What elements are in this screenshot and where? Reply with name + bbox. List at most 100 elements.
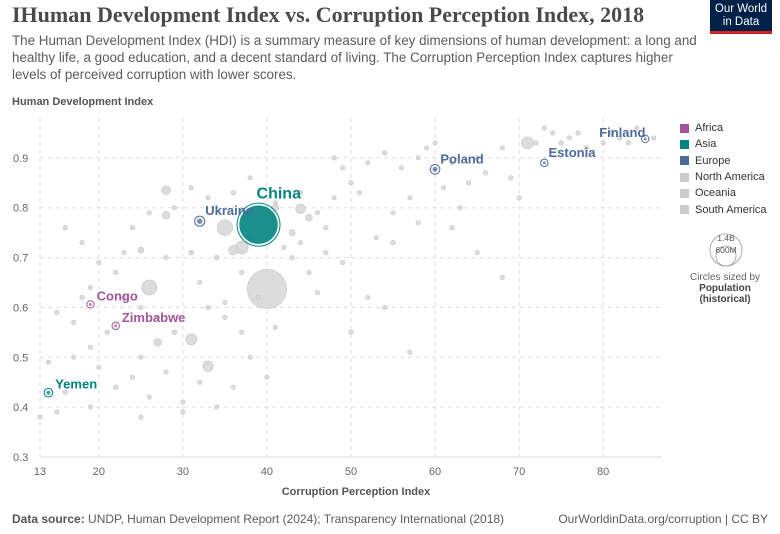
country-point bbox=[583, 145, 589, 151]
country-point bbox=[188, 185, 194, 191]
country-point bbox=[457, 205, 463, 211]
owid-logo[interactable]: Our World in Data bbox=[710, 0, 772, 34]
legend-label: Oceania bbox=[695, 187, 736, 200]
country-point bbox=[188, 249, 194, 256]
country-ring-ukraine bbox=[194, 215, 206, 227]
country-point bbox=[153, 338, 162, 347]
legend-label: North America bbox=[695, 171, 765, 184]
country-point bbox=[146, 394, 152, 400]
country-point bbox=[340, 260, 346, 266]
country-label-ukraine: Ukraine bbox=[205, 203, 253, 218]
country-point bbox=[87, 404, 93, 410]
country-point-china bbox=[237, 203, 280, 246]
footer-link[interactable]: OurWorldinData.org/corruption | CC BY bbox=[558, 512, 768, 526]
country-point-poland bbox=[431, 165, 440, 174]
logo-line-2: in Data bbox=[722, 16, 760, 28]
country-point bbox=[323, 250, 329, 256]
size-legend-small-circle bbox=[715, 245, 737, 267]
country-point bbox=[521, 136, 534, 150]
country-point bbox=[398, 165, 404, 171]
country-label-estonia: Estonia bbox=[549, 145, 597, 160]
country-point bbox=[146, 210, 152, 216]
legend: Africa Asia Europe North America Oceania… bbox=[680, 120, 767, 218]
legend-swatch bbox=[680, 205, 689, 215]
country-point bbox=[415, 155, 421, 161]
country-point-congo bbox=[87, 301, 94, 308]
country-point bbox=[314, 210, 320, 216]
country-point bbox=[222, 299, 228, 305]
country-point bbox=[138, 304, 144, 310]
country-point bbox=[482, 170, 488, 176]
country-point bbox=[230, 190, 236, 196]
country-point bbox=[197, 379, 203, 385]
country-point bbox=[407, 349, 413, 355]
legend-item-oceania[interactable]: Oceania bbox=[680, 185, 767, 201]
country-point bbox=[272, 324, 278, 330]
y-tick-label: 0.5 bbox=[13, 352, 28, 364]
x-axis-label: Corruption Perception Index bbox=[282, 486, 431, 498]
x-tick-label: 13 bbox=[34, 466, 46, 478]
country-point bbox=[180, 409, 186, 415]
country-point bbox=[340, 165, 346, 171]
country-point bbox=[185, 333, 198, 346]
y-tick-label: 0.9 bbox=[13, 153, 28, 165]
country-point bbox=[289, 255, 295, 261]
legend-item-north-america[interactable]: North America bbox=[680, 169, 767, 185]
country-ring-china bbox=[236, 202, 281, 247]
country-point-zimbabwe bbox=[112, 322, 119, 329]
country-label-zimbabwe: Zimbabwe bbox=[122, 310, 186, 325]
country-point bbox=[230, 384, 236, 390]
legend-label: Europe bbox=[695, 154, 731, 167]
country-point bbox=[71, 319, 77, 325]
country-point bbox=[113, 270, 119, 276]
country-point bbox=[449, 225, 455, 231]
y-tick-label: 0.8 bbox=[13, 203, 28, 215]
legend-label: South America bbox=[695, 203, 767, 216]
country-point bbox=[247, 354, 253, 360]
country-point bbox=[348, 180, 354, 186]
size-note: Circles sized by Population (historical) bbox=[680, 272, 770, 305]
country-point bbox=[365, 160, 371, 166]
country-point bbox=[617, 135, 623, 141]
country-point bbox=[213, 254, 220, 261]
chart-subtitle: The Human Development Index (HDI) is a s… bbox=[12, 33, 697, 82]
source-label: Data source: bbox=[12, 512, 85, 526]
country-point bbox=[163, 255, 169, 261]
country-point bbox=[533, 140, 539, 146]
size-var2: (historical) bbox=[680, 294, 770, 305]
legend-item-south-america[interactable]: South America bbox=[680, 201, 767, 217]
country-point bbox=[256, 294, 262, 300]
country-point bbox=[141, 279, 158, 296]
country-label-finland: Finland bbox=[599, 125, 645, 140]
country-point bbox=[121, 294, 127, 300]
size-caption: Circles sized by bbox=[689, 272, 761, 283]
country-point bbox=[54, 409, 60, 415]
legend-item-asia[interactable]: Asia bbox=[680, 136, 767, 152]
legend-item-europe[interactable]: Europe bbox=[680, 153, 767, 169]
legend-item-africa[interactable]: Africa bbox=[680, 120, 767, 136]
country-point bbox=[202, 360, 214, 372]
country-point bbox=[625, 140, 631, 146]
country-point bbox=[137, 246, 145, 254]
country-point bbox=[163, 369, 169, 375]
country-point bbox=[247, 269, 287, 309]
country-point bbox=[205, 195, 211, 201]
country-label-yemen: Yemen bbox=[55, 377, 97, 392]
country-point bbox=[45, 359, 51, 365]
x-tick-label: 50 bbox=[345, 466, 357, 478]
country-point bbox=[216, 219, 233, 236]
country-point bbox=[121, 250, 127, 256]
country-point bbox=[161, 185, 171, 195]
country-point bbox=[499, 275, 505, 281]
country-point bbox=[129, 225, 135, 231]
country-point bbox=[558, 140, 564, 146]
country-point bbox=[228, 245, 239, 256]
country-point bbox=[575, 130, 581, 136]
country-point bbox=[407, 195, 413, 201]
country-point bbox=[305, 214, 313, 222]
country-point bbox=[390, 240, 396, 246]
country-label-congo: Congo bbox=[97, 288, 138, 303]
country-point bbox=[440, 185, 446, 191]
country-ring-congo bbox=[86, 300, 95, 309]
